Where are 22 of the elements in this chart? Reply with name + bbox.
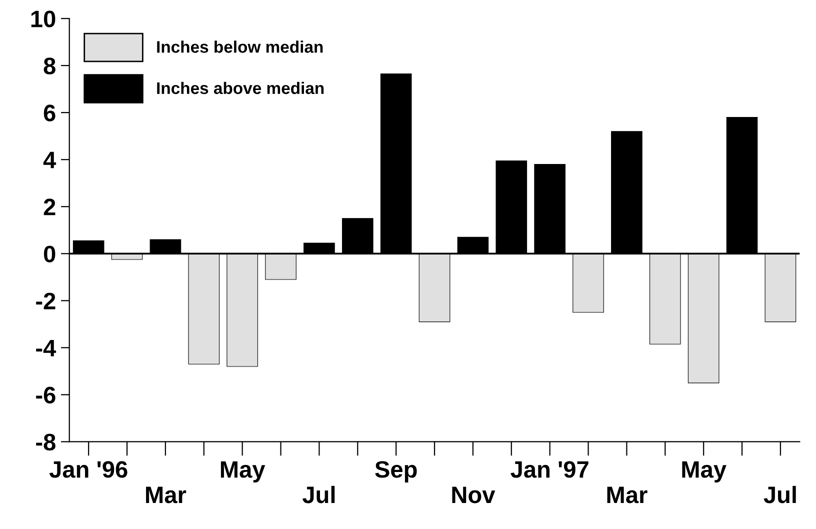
x-tick-label: May [220, 461, 266, 482]
y-tick-label: -2 [36, 292, 56, 310]
y-tick-label: 8 [44, 58, 56, 74]
x-tick-label: Mar [607, 486, 648, 504]
x-tick-label: Nov [452, 486, 496, 504]
legend-label: Inches above median [157, 82, 324, 94]
y-tick-label: 10 [31, 10, 56, 28]
legend-label: Inches below median [157, 40, 323, 53]
y-tick-label: 2 [44, 198, 56, 216]
y-tick-label: -8 [36, 434, 56, 451]
y-tick-label: -4 [36, 340, 56, 356]
x-tick-label: Jul [302, 486, 335, 504]
x-tick-label: Sep [375, 461, 417, 482]
y-tick-label: 4 [43, 152, 56, 168]
x-tick-label: Jan '96 [49, 461, 128, 478]
x-tick-label: May [682, 461, 726, 482]
x-tick-label: Jan '97 [510, 461, 588, 478]
y-tick-label: -6 [36, 386, 56, 404]
y-tick-label: 6 [44, 104, 56, 122]
y-tick-label: 0 [44, 246, 56, 262]
x-tick-label: Mar [146, 486, 186, 504]
x-tick-label: Jul [764, 486, 796, 504]
